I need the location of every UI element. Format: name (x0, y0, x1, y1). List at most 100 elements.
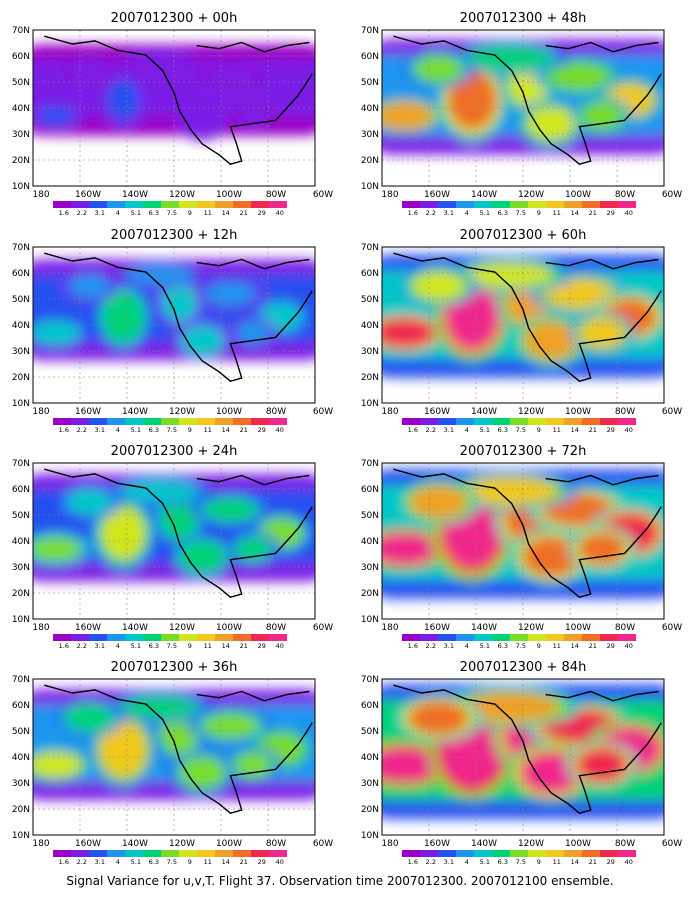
colorbar-swatch (197, 201, 215, 208)
colorbar-label: 9 (188, 426, 192, 434)
colorbar-swatch (179, 634, 197, 641)
coastline (393, 35, 662, 165)
colorbar-label: 11 (553, 642, 561, 650)
colorbar-label: 3.1 (95, 209, 105, 217)
colorbar-label: 6.3 (498, 426, 508, 434)
map-panel: 2007012300 + 12h 70N 60N 50N 40N 30N 20N 10N180… (12, 228, 333, 434)
colorbar-swatch (269, 634, 287, 641)
colorbar-swatch (474, 634, 492, 641)
lon-tick-label: 160W (424, 623, 450, 633)
colorbar-label: 6.3 (149, 426, 159, 434)
colorbar-swatch (564, 201, 582, 208)
colorbar-label: 1.6 (59, 858, 69, 866)
panel-frame (32, 678, 316, 836)
lat-tick-label: 10N (12, 615, 30, 625)
lon-tick-label: 160W (75, 839, 101, 849)
lon-tick-label: 80W (615, 623, 635, 633)
lon-tick-label: 60W (662, 190, 682, 200)
colorbar-swatch (143, 201, 161, 208)
colorbar-swatch (269, 201, 287, 208)
lon-tick-label: 180 (381, 407, 398, 417)
colorbar-label: 7.5 (516, 642, 526, 650)
colorbar-label: 6.3 (149, 858, 159, 866)
lat-tick-label: 10N (361, 399, 379, 409)
panel-title: 2007012300 + 48h (460, 11, 587, 26)
colorbar-label: 14 (222, 209, 230, 217)
lat-tick-label: 20N (361, 589, 379, 599)
lat-tick-label: 30N (361, 347, 379, 357)
lon-tick-label: 160W (424, 407, 450, 417)
colorbar-swatch (438, 634, 456, 641)
colorbar-label: 1.6 (59, 642, 69, 650)
lon-tick-label: 80W (266, 190, 286, 200)
colorbar-label: 4 (465, 858, 469, 866)
map-panel: 2007012300 + 36h 70N 60N 50N 40N 30N 20N 10N180… (12, 660, 333, 866)
panel-frame (381, 246, 665, 404)
lon-tick-label: 60W (313, 839, 333, 849)
colorbar-label: 5.1 (480, 209, 490, 217)
lat-tick-label: 70N (361, 459, 379, 469)
variance-field (382, 247, 664, 403)
colorbar-label: 29 (258, 426, 266, 434)
colorbar-label: 2.2 (426, 426, 436, 434)
colorbar-label: 11 (553, 426, 561, 434)
colorbar-swatch (215, 850, 233, 857)
colorbar-swatch (125, 634, 143, 641)
colorbar-label: 21 (589, 426, 597, 434)
coastline (545, 690, 659, 702)
lon-tick-label: 120W (518, 839, 544, 849)
colorbar: 1.6 2.2 3.1 4 5.1 6.3 7.5 9 11 14 21 29 40 (402, 634, 636, 650)
lat-tick-label: 60N (361, 701, 379, 711)
lat-tick-label: 40N (12, 321, 30, 331)
colorbar-swatch (197, 418, 215, 425)
colorbar-label: 5.1 (131, 642, 141, 650)
coastline (44, 35, 313, 165)
colorbar-label: 40 (625, 426, 633, 434)
lat-tick-label: 10N (361, 831, 379, 841)
lat-tick-label: 10N (12, 182, 30, 192)
lon-tick-label: 120W (518, 623, 544, 633)
lat-tick-label: 40N (12, 753, 30, 763)
lat-tick-label: 20N (361, 156, 379, 166)
colorbar-swatch (582, 634, 600, 641)
panel-frame (32, 462, 316, 620)
lon-tick-label: 180 (381, 839, 398, 849)
colorbar-label: 11 (204, 642, 212, 650)
lon-tick-label: 140W (122, 839, 148, 849)
lon-tick-label: 100W (565, 623, 591, 633)
lon-tick-label: 60W (662, 407, 682, 417)
colorbar-label: 3.1 (95, 426, 105, 434)
lat-tick-label: 70N (361, 26, 379, 36)
lon-tick-label: 80W (266, 407, 286, 417)
lat-tick-label: 20N (12, 156, 30, 166)
colorbar-swatch (215, 201, 233, 208)
colorbar-label: 5.1 (480, 858, 490, 866)
colorbar-label: 2.2 (77, 858, 87, 866)
lon-tick-label: 160W (75, 190, 101, 200)
colorbar-swatch (402, 850, 420, 857)
lat-tick-label: 70N (12, 459, 30, 469)
colorbar-label: 14 (571, 209, 579, 217)
colorbar-label: 2.2 (77, 642, 87, 650)
variance-field (382, 463, 664, 619)
colorbar-swatch (107, 850, 125, 857)
colorbar-label: 6.3 (149, 642, 159, 650)
colorbar-swatch (528, 418, 546, 425)
lat-tick-label: 20N (12, 589, 30, 599)
colorbar-label: 29 (607, 209, 615, 217)
coastline (196, 41, 310, 53)
colorbar-swatch (420, 850, 438, 857)
lat-tick-label: 50N (12, 295, 30, 305)
lat-tick-label: 50N (12, 727, 30, 737)
lon-tick-label: 140W (471, 623, 497, 633)
colorbar-label: 1.6 (408, 209, 418, 217)
lat-tick-label: 60N (12, 485, 30, 495)
colorbar-label: 9 (188, 858, 192, 866)
lon-tick-label: 160W (75, 407, 101, 417)
lat-tick-label: 40N (12, 104, 30, 114)
colorbar-label: 40 (625, 858, 633, 866)
lon-tick-label: 120W (169, 407, 195, 417)
colorbar-label: 7.5 (516, 858, 526, 866)
colorbar-label: 11 (204, 209, 212, 217)
